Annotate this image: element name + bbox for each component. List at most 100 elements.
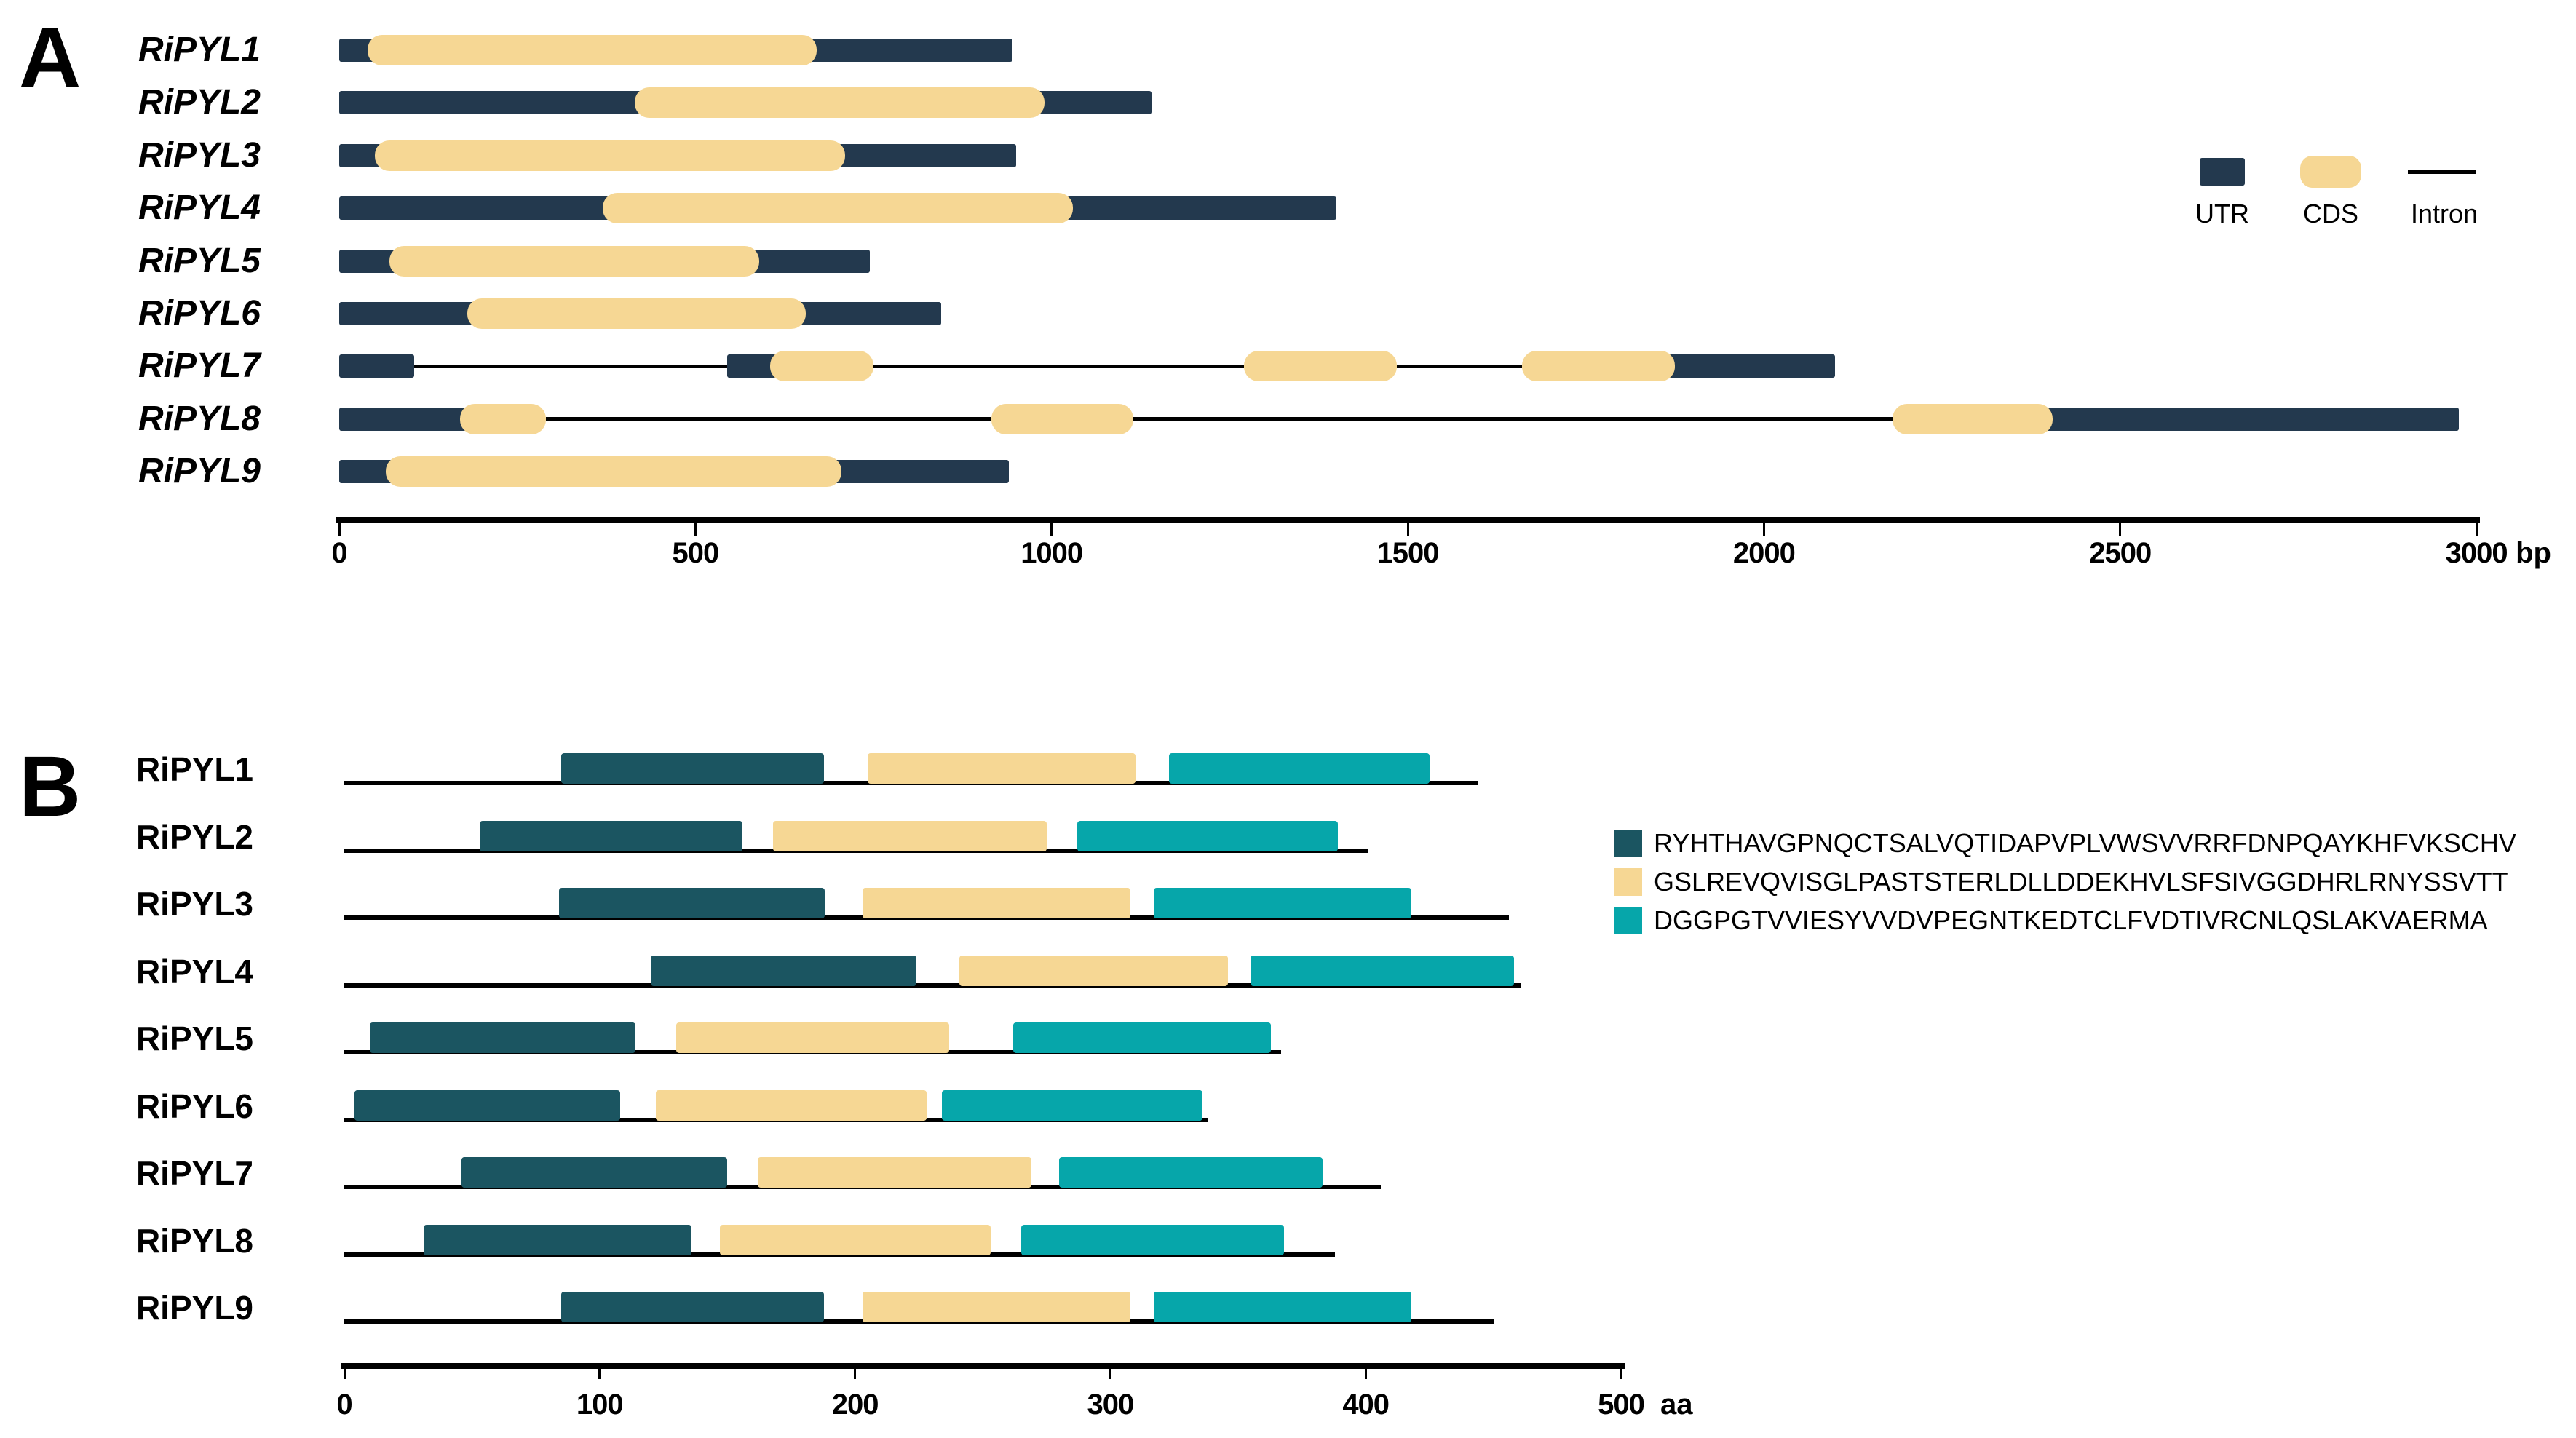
protein-row-label: RiPYL1	[135, 750, 253, 788]
motif1-box	[561, 1292, 825, 1322]
intron-segment	[1397, 364, 1522, 368]
axis-tick	[338, 518, 341, 536]
protein-row-label: RiPYL6	[135, 1087, 253, 1125]
utr-segment	[806, 39, 1012, 62]
cds-legend-swatch	[2300, 156, 2361, 188]
axis-tick-label: 100	[576, 1389, 624, 1421]
motif2-box	[655, 1089, 927, 1121]
motif3-box	[1154, 1292, 1412, 1322]
motif3-box	[1013, 1022, 1272, 1053]
utr-segment	[834, 143, 1016, 167]
axis-unit-label: aa	[1660, 1389, 1693, 1421]
cds-segment	[603, 193, 1074, 224]
motif2-box	[863, 888, 1131, 918]
gene-row-label: RiPYL2	[138, 83, 261, 122]
intron-segment	[873, 364, 1244, 368]
motif1-box	[354, 1089, 620, 1121]
motif1-box	[561, 753, 825, 784]
axis-tick	[1109, 1364, 1111, 1379]
motif-sequence-text: RYHTHAVGPNQCTSALVQTIDAPVPLVWSVVRRFDNPQAY…	[1654, 828, 2516, 858]
motif3-box	[1077, 820, 1338, 851]
motif3-box	[1021, 1224, 1284, 1255]
intron-segment	[413, 364, 728, 368]
axis-tick-label: 1000	[1021, 537, 1083, 569]
axis-tick-label: 1500	[1376, 537, 1440, 569]
motif-sequence-text: GSLREVQVISGLPASTSTERLDLLDDEKHVLSFSIVGGDH…	[1654, 867, 2508, 897]
motif3-box	[1059, 1157, 1323, 1188]
cds-legend-label: CDS	[2302, 199, 2358, 229]
axis-tick-label: 2500	[2089, 537, 2152, 569]
axis-tick-label: 500	[672, 537, 719, 569]
motif2-box	[773, 820, 1047, 851]
motif1-box	[370, 1022, 635, 1053]
axis-tick	[694, 518, 697, 536]
cds-segment	[467, 298, 807, 329]
axis-tick-label: 500	[1598, 1389, 1645, 1421]
gene-row-label: RiPYL6	[138, 294, 261, 333]
axis-tick-label: 2000	[1732, 537, 1796, 569]
motif1-box	[461, 1157, 728, 1188]
gene-row-label: RiPYL4	[138, 188, 261, 228]
axis-tick-label: 0	[331, 537, 347, 569]
axis-tick	[854, 1364, 857, 1379]
motif1-box	[479, 820, 743, 851]
axis-tick-label: 3000	[2445, 537, 2508, 569]
intron-segment	[545, 417, 991, 421]
motif3-box	[1154, 888, 1412, 918]
utr-segment	[2042, 407, 2459, 431]
utr-segment	[339, 354, 414, 378]
cds-segment	[635, 87, 1045, 119]
motif2-legend-swatch	[1614, 868, 1642, 896]
utr-segment	[831, 460, 1009, 484]
cds-segment	[389, 245, 760, 277]
motif3-box	[941, 1089, 1202, 1121]
panel-a-label: A	[19, 9, 82, 106]
cds-segment	[368, 35, 817, 65]
axis-tick	[1762, 518, 1765, 536]
intron-legend-label: Intron	[2410, 199, 2478, 229]
axis-tick	[2475, 518, 2478, 536]
motif2-box	[868, 753, 1136, 784]
utr-segment	[339, 407, 471, 431]
motif3-box	[1169, 753, 1430, 784]
axis-tick	[598, 1364, 601, 1379]
gene-row-label: RiPYL1	[138, 31, 261, 69]
utr-segment	[749, 249, 871, 273]
utr-segment	[339, 91, 646, 115]
panel-b-label: B	[19, 739, 82, 835]
motif2-box	[719, 1224, 991, 1255]
motif3-box	[1251, 955, 1514, 986]
cds-segment	[1892, 403, 2053, 434]
axis-tick-label: 200	[831, 1389, 879, 1421]
protein-row-label: RiPYL2	[135, 817, 253, 856]
cds-segment	[770, 351, 874, 382]
protein-row-label: RiPYL8	[135, 1221, 253, 1260]
cds-segment	[460, 403, 546, 434]
utr-segment	[1665, 354, 1836, 378]
utr-legend-swatch	[2200, 158, 2245, 186]
motif1-legend-swatch	[1614, 830, 1642, 857]
motif1-box	[558, 888, 825, 918]
intron-segment	[1133, 417, 1893, 421]
gene-row-label: RiPYL5	[138, 241, 261, 280]
axis-unit-label: bp	[2516, 537, 2551, 569]
axis-tick-label: 400	[1342, 1389, 1390, 1421]
utr-segment	[1063, 196, 1337, 221]
protein-backbone-line	[344, 982, 1522, 988]
cds-segment	[374, 140, 845, 171]
utr-segment	[1034, 91, 1152, 115]
cds-segment	[385, 456, 841, 488]
motif3-legend-swatch	[1614, 907, 1642, 934]
protein-row-label: RiPYL7	[135, 1154, 253, 1192]
protein-row-label: RiPYL5	[135, 1020, 253, 1057]
cds-segment	[1243, 351, 1398, 382]
axis-tick	[1406, 518, 1409, 536]
axis-tick	[2119, 518, 2122, 536]
axis-tick-label: 300	[1087, 1389, 1135, 1421]
intron-legend-line	[2408, 170, 2476, 174]
cds-segment	[1521, 351, 1676, 382]
motif-sequence-text: DGGPGTVVIESYVVDVPEGNTKEDTCLFVDTIVRCNLQSL…	[1654, 905, 2488, 935]
motif2-box	[676, 1022, 950, 1053]
utr-legend-label: UTR	[2195, 199, 2249, 229]
utr-segment	[339, 302, 478, 325]
